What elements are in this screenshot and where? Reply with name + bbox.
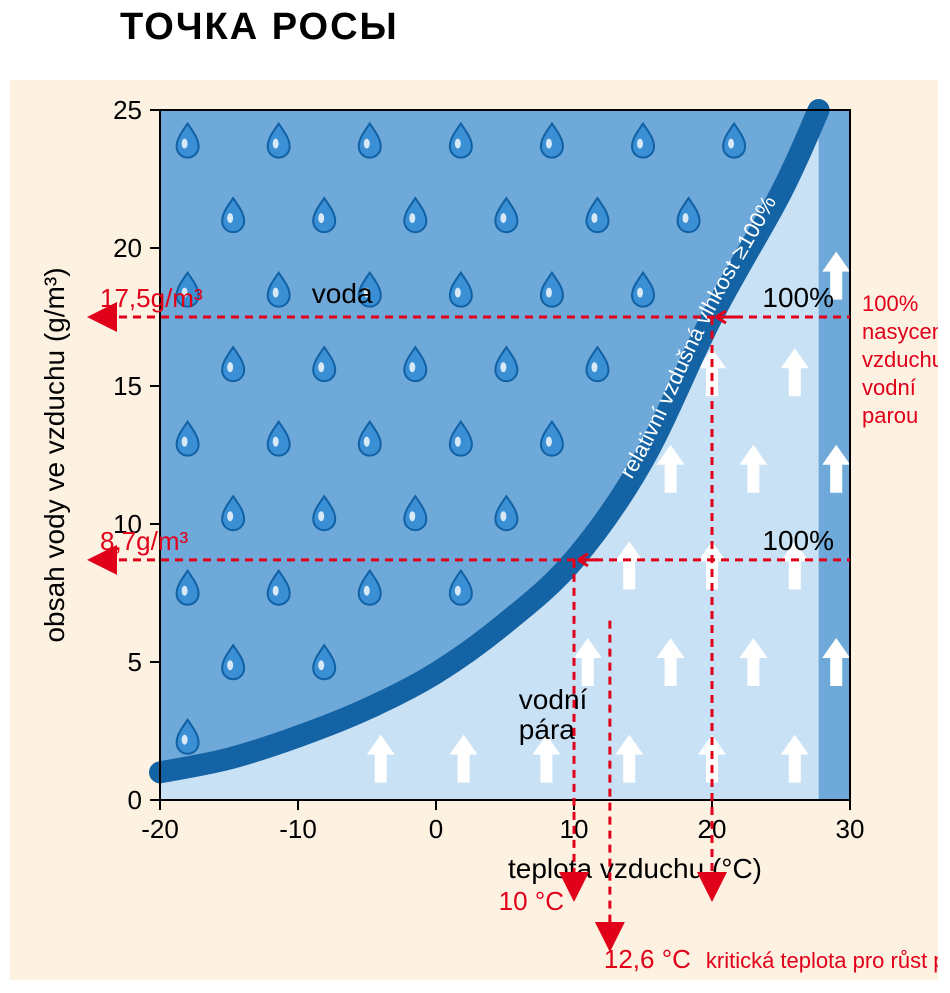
line-17-5-side-note: nasycení	[862, 319, 938, 344]
line-17-5-100pct: 100%	[762, 282, 834, 313]
y-tick-label: 0	[128, 785, 142, 815]
critical-temp-label: 12,6 °C	[604, 944, 691, 974]
chart-svg: relativní vzdušná vlhkost ≥100%-20-10010…	[10, 80, 938, 980]
y-tick-label: 25	[113, 95, 142, 125]
line-17-5-side-note: parou	[862, 403, 918, 428]
line-8-7-ylabel: 8,7g/m³	[100, 526, 188, 556]
x-axis-title: teplota vzduchu (°C)	[508, 853, 762, 884]
page-title: ТОЧКА РОСЫ	[120, 6, 399, 49]
line-17-5-side-note: vodní	[862, 375, 916, 400]
line-8-7-bottom-label: 10 °C	[499, 886, 564, 916]
y-tick-label: 15	[113, 371, 142, 401]
line-17-5-side-note: 100%	[862, 291, 918, 316]
y-tick-label: 5	[128, 647, 142, 677]
critical-temp-note: kritická teplota pro růst plísní	[706, 948, 938, 973]
x-tick-label: 30	[836, 814, 865, 844]
line-17-5-ylabel: 17,5g/m³	[100, 283, 203, 313]
line-8-7-100pct: 100%	[762, 525, 834, 556]
x-tick-label: -20	[141, 814, 179, 844]
line-17-5-side-note: vzduchu	[862, 347, 938, 372]
label-vapor: vodní	[519, 684, 588, 715]
y-tick-label: 20	[113, 233, 142, 263]
x-tick-label: -10	[279, 814, 317, 844]
label-water: voda	[312, 278, 373, 309]
y-axis-title: obsah vody ve vzduchu (g/m³)	[39, 267, 70, 642]
dew-point-chart: relativní vzdušná vlhkost ≥100%-20-10010…	[10, 80, 938, 980]
label-vapor: pára	[519, 714, 575, 745]
x-tick-label: 0	[429, 814, 443, 844]
